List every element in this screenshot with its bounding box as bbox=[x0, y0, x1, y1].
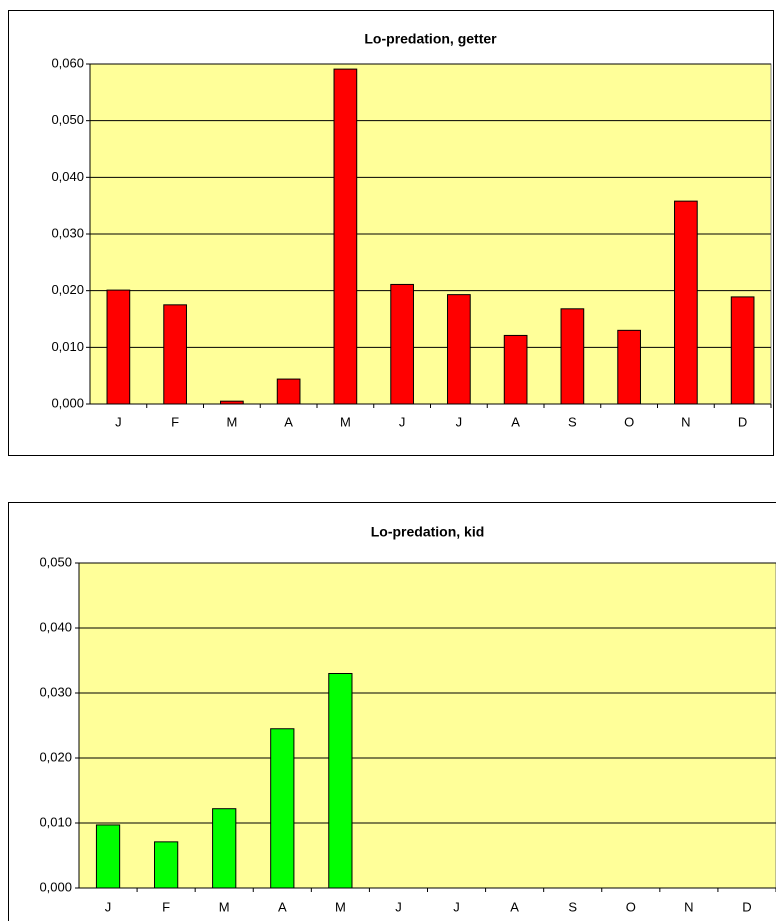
x-tick-label: F bbox=[171, 414, 179, 429]
x-tick-label: S bbox=[568, 899, 577, 914]
y-tick-label: 0,000 bbox=[51, 395, 84, 410]
x-tick-label: O bbox=[624, 414, 634, 429]
x-tick-label: O bbox=[626, 899, 636, 914]
y-tick-label: 0,030 bbox=[39, 684, 72, 699]
bar bbox=[270, 728, 295, 889]
y-tick-label: 0,000 bbox=[39, 879, 72, 894]
x-tick-label: M bbox=[340, 414, 351, 429]
bar bbox=[447, 294, 471, 405]
bar bbox=[390, 283, 414, 405]
x-tick-label: J bbox=[115, 414, 122, 429]
y-tick-label: 0,040 bbox=[39, 619, 72, 634]
y-tick-label: 0,010 bbox=[51, 339, 84, 354]
x-tick-label: A bbox=[278, 899, 287, 914]
bar bbox=[106, 289, 131, 405]
y-tick-label: 0,050 bbox=[39, 554, 72, 569]
bar bbox=[328, 673, 353, 889]
bar bbox=[674, 200, 698, 405]
y-tick-label: 0,060 bbox=[51, 55, 84, 70]
bar bbox=[163, 304, 187, 405]
x-tick-label: F bbox=[162, 899, 170, 914]
x-tick-label: D bbox=[738, 414, 747, 429]
y-tick-label: 0,020 bbox=[39, 749, 72, 764]
y-tick-label: 0,010 bbox=[39, 814, 72, 829]
bar bbox=[154, 841, 179, 889]
x-tick-label: J bbox=[399, 414, 406, 429]
x-tick-label: A bbox=[284, 414, 293, 429]
x-tick-label: M bbox=[335, 899, 346, 914]
plot-area bbox=[78, 562, 776, 889]
bar bbox=[617, 329, 641, 405]
y-tick-label: 0,040 bbox=[51, 169, 84, 184]
x-tick-label: J bbox=[395, 899, 402, 914]
y-tick-label: 0,020 bbox=[51, 282, 84, 297]
bar bbox=[212, 808, 237, 889]
x-tick-label: A bbox=[510, 899, 519, 914]
chart-title: Lo-predation, kid bbox=[371, 524, 485, 540]
x-tick-label: J bbox=[105, 899, 112, 914]
bar bbox=[560, 308, 585, 405]
y-tick-label: 0,050 bbox=[51, 112, 84, 127]
x-tick-label: N bbox=[681, 414, 690, 429]
chart-title: Lo-predation, getter bbox=[364, 31, 497, 47]
x-tick-label: J bbox=[453, 899, 460, 914]
x-tick-label: J bbox=[456, 414, 463, 429]
x-tick-label: S bbox=[568, 414, 577, 429]
bar bbox=[333, 68, 358, 405]
x-tick-label: M bbox=[219, 899, 230, 914]
x-tick-label: M bbox=[226, 414, 237, 429]
bar bbox=[95, 824, 121, 889]
bar bbox=[503, 334, 528, 405]
y-tick-label: 0,030 bbox=[51, 225, 84, 240]
bar bbox=[730, 296, 755, 405]
bar bbox=[276, 378, 301, 405]
x-tick-label: N bbox=[684, 899, 693, 914]
x-tick-label: D bbox=[742, 899, 751, 914]
x-tick-label: A bbox=[511, 414, 520, 429]
